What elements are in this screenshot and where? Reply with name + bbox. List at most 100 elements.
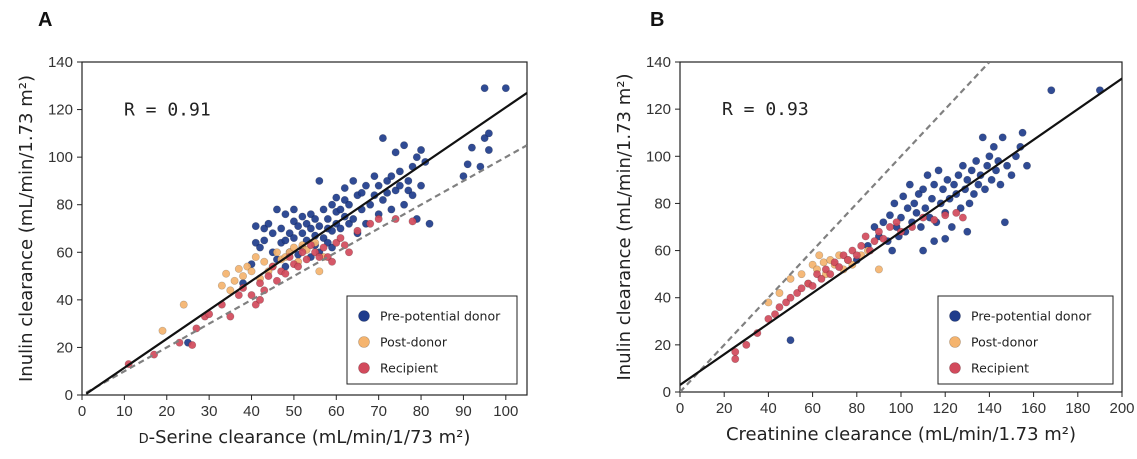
data-point-pre-potential-donor (1007, 171, 1016, 180)
data-point-recipient (843, 255, 852, 264)
x-tick-label: 140 (977, 400, 1002, 417)
data-point-post-donor (226, 286, 235, 295)
data-point-pre-potential-donor (1003, 161, 1012, 170)
data-point-post-donor (243, 262, 252, 271)
data-point-recipient (797, 284, 806, 293)
panel-a-chart: 0 20 40 60 80 100 120 140 0 10 20 30 40 50 60 70 80 90 100… (16, 54, 528, 448)
x-tick-label: 200 (1109, 400, 1134, 417)
data-point-pre-potential-donor (914, 190, 923, 199)
panel-letter-b: B (650, 9, 664, 31)
data-point-pre-potential-donor (941, 234, 950, 243)
data-point-pre-potential-donor (383, 176, 392, 185)
data-point-pre-potential-donor (890, 199, 899, 208)
legend-label: Pre-potential donor (971, 309, 1092, 324)
data-point-pre-potential-donor (306, 224, 315, 233)
data-point-pre-potential-donor (987, 175, 996, 184)
data-point-pre-potential-donor (943, 175, 952, 184)
data-point-pre-potential-donor (315, 176, 324, 185)
data-point-pre-potential-donor (974, 180, 983, 189)
data-point-recipient (315, 253, 324, 262)
legend: Pre-potential donor Post-donor Recipient (937, 295, 1114, 385)
data-point-pre-potential-donor (344, 200, 353, 209)
data-point-pre-potential-donor (956, 204, 965, 213)
data-point-pre-potential-donor (870, 223, 879, 232)
y-tick-label: 20 (56, 339, 73, 356)
data-point-pre-potential-donor (272, 205, 281, 214)
legend-label: Recipient (971, 361, 1029, 376)
data-point-pre-potential-donor (391, 148, 400, 157)
data-point-pre-potential-donor (323, 238, 332, 247)
data-point-post-donor (222, 269, 231, 278)
y-tick-label: 140 (646, 54, 671, 71)
y-axis-label: Inulin clearance (mL/min/1.73 m²) (16, 75, 37, 382)
data-point-pre-potential-donor (1000, 218, 1009, 227)
data-point-recipient (817, 274, 826, 283)
data-point-pre-potential-donor (340, 184, 349, 193)
identity-line (680, 62, 991, 392)
data-point-recipient (255, 279, 264, 288)
data-point-recipient (328, 257, 337, 266)
x-axis-label-smallcaps: D (139, 432, 149, 447)
x-tick-label: 10 (116, 403, 133, 420)
data-point-post-donor (315, 267, 324, 276)
data-point-pre-potential-donor (404, 186, 413, 195)
data-point-post-donor (179, 300, 188, 309)
data-point-recipient (857, 241, 866, 250)
y-tick-label: 60 (654, 243, 671, 260)
y-tick-label: 120 (48, 102, 73, 119)
data-point-pre-potential-donor (378, 195, 387, 204)
data-point-post-donor (251, 253, 260, 262)
data-point-post-donor (247, 267, 256, 276)
x-axis-label: Creatinine clearance (mL/min/1.73 m²) (726, 424, 1076, 445)
data-point-pre-potential-donor (400, 141, 409, 150)
x-tick-label: 60 (328, 403, 345, 420)
data-point-pre-potential-donor (361, 181, 370, 190)
data-point-recipient (272, 276, 281, 285)
data-point-recipient (264, 272, 273, 281)
data-point-pre-potential-donor (328, 200, 337, 209)
data-point-pre-potential-donor (281, 236, 290, 245)
data-point-pre-potential-donor (251, 222, 260, 231)
data-point-pre-potential-donor (998, 133, 1007, 142)
y-tick-label: 80 (56, 197, 73, 214)
legend-marker (949, 310, 961, 322)
legend-label: Post-donor (971, 335, 1039, 350)
data-point-pre-potential-donor (1018, 128, 1027, 137)
data-point-pre-potential-donor (378, 134, 387, 143)
data-point-pre-potential-donor (315, 222, 324, 231)
data-point-pre-potential-donor (370, 172, 379, 181)
legend-marker (358, 336, 370, 348)
data-point-pre-potential-donor (255, 243, 264, 252)
data-point-pre-potential-donor (336, 224, 345, 233)
data-point-pre-potential-donor (905, 180, 914, 189)
data-point-pre-potential-donor (934, 166, 943, 175)
y-tick-label: 140 (48, 54, 73, 71)
x-tick-label: 40 (243, 403, 260, 420)
data-point-recipient (742, 340, 751, 349)
y-tick-label: 100 (646, 148, 671, 165)
data-point-recipient (839, 251, 848, 260)
data-point-pre-potential-donor (480, 134, 489, 143)
data-point-pre-potential-donor (954, 171, 963, 180)
x-tick-label: 60 (804, 400, 821, 417)
data-point-pre-potential-donor (919, 246, 928, 255)
legend-marker (949, 336, 961, 348)
data-point-recipient (332, 238, 341, 247)
data-point-pre-potential-donor (978, 133, 987, 142)
data-point-pre-potential-donor (417, 146, 426, 155)
data-point-recipient (255, 295, 264, 304)
y-tick-label: 0 (65, 387, 73, 404)
data-point-pre-potential-donor (357, 188, 366, 197)
data-point-pre-potential-donor (1022, 161, 1031, 170)
data-point-pre-potential-donor (277, 224, 286, 233)
data-point-pre-potential-donor (298, 229, 307, 238)
data-point-recipient (353, 226, 362, 235)
data-point-pre-potential-donor (930, 180, 939, 189)
panel-b-chart: 0 20 40 60 80 100 120 140 0 20 40 60 80 100 120 140 160 1… (614, 54, 1135, 445)
data-point-pre-potential-donor (930, 237, 939, 246)
data-point-pre-potential-donor (264, 219, 273, 228)
data-point-recipient (281, 269, 290, 278)
y-axis-label: Inulin clearance (mL/min/1.73 m²) (614, 73, 635, 380)
data-point-recipient (311, 248, 320, 257)
